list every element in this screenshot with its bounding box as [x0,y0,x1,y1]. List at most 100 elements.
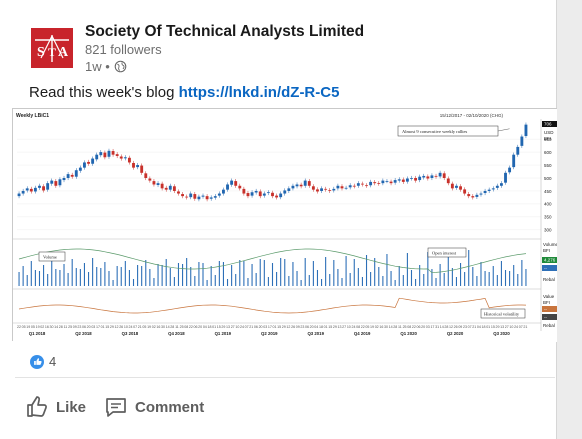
candle-body [29,188,33,192]
y-axis-unit: BFI [544,136,551,141]
candle-body [111,151,115,155]
x-tick-label: 16 [379,325,383,329]
candle-body [222,189,225,194]
candle-body [344,187,348,189]
volume-value: 4,276 [544,258,556,263]
x-tick-label: 05 [22,325,26,329]
candle-body [136,165,140,168]
time-axis: 22 05 19 05 19 02 16 30 14 28 11 25 09 23 06 20 03 17 01 15… [17,325,527,336]
quarter-label: Q2 2019 [261,331,278,336]
x-tick-label: 06 [417,325,421,329]
x-tick-label: 31 [435,325,439,329]
candle-body [291,185,295,189]
candle-body [287,188,291,191]
x-tick-label: 04 [477,325,481,329]
panel-side-labels: Volume BFI 4,276 -- Rebal Value BFI -- -… [542,242,559,328]
company-logo[interactable]: S A T [31,28,73,68]
candle-body [512,154,516,168]
x-tick-label: 21 [249,325,253,329]
blog-link[interactable]: https://lnkd.in/dZ-R-C5 [178,84,340,101]
candle-body [242,188,246,194]
y-tick-label: 550 [544,163,552,168]
x-tick-label: 13 [500,325,504,329]
candle-body [103,152,107,158]
candle-body [66,174,70,178]
x-tick-label: 07 [245,325,249,329]
x-tick-label: 26 [454,325,458,329]
candle-body [405,178,409,182]
candle-body [487,189,491,191]
candle-body [369,181,373,186]
candle-body [217,193,221,196]
annotation-volume-label: Volume [43,255,57,260]
like-button[interactable]: Like [25,392,86,422]
quarter-label: Q2 2020 [447,331,464,336]
open-interest-line [18,248,527,274]
x-tick-label: 29 [221,325,225,329]
comment-button[interactable]: Comment [104,392,204,422]
reaction-summary[interactable]: 4 [30,354,56,369]
x-tick-label: 06 [305,325,309,329]
candle-body [33,187,37,192]
candle-body [397,179,401,181]
x-tick-label: 20 [259,325,263,329]
x-tick-label: 26 [119,325,123,329]
candle-body [361,183,364,185]
candle-body [123,157,127,159]
x-tick-label: 30 [384,325,388,329]
candle-body [336,185,340,189]
candle-body [262,193,266,196]
x-tick-label: 10 [235,325,239,329]
candle-body [422,175,426,178]
y-tick-label: 400 [544,202,552,207]
x-tick-label: 29 [110,325,114,329]
candle-body [438,172,442,177]
x-tick-label: 30 [50,325,54,329]
price-grid [17,138,541,231]
x-tick-label: 02 [375,325,379,329]
x-tick-label: 29 [333,325,337,329]
x-tick-label: 27 [342,325,346,329]
x-tick-label: 22 [412,325,416,329]
x-tick-label: 25 [180,325,184,329]
like-label: Like [56,398,87,416]
x-tick-label: 08 [184,325,188,329]
candle-body [356,183,360,186]
x-tick-label: 13 [338,325,342,329]
candle-body [463,189,467,194]
x-tick-label: 23 [463,325,467,329]
candle-body [193,194,197,199]
x-tick-label: 05 [365,325,369,329]
candle-body [377,183,381,184]
annotation-volatility: Historical volatility [480,308,526,319]
x-tick-label: 19 [370,325,374,329]
x-tick-label: 05 [142,325,146,329]
annotation-volume: Volume [38,251,66,262]
candle-body [275,195,279,198]
x-tick-label: 15 [491,325,495,329]
x-tick-label: 22 [361,325,365,329]
author-name[interactable]: Society Of Technical Analysts Limited [85,23,365,40]
x-tick-label: 12 [286,325,290,329]
x-tick-label: 11 [175,325,179,329]
last-value-label: 706 [544,122,552,127]
candle-body [54,181,58,186]
x-tick-label: 09 [73,325,77,329]
candle-body [516,146,520,155]
x-tick-label: 12 [449,325,453,329]
page-background-strip [557,0,582,439]
annotation-open-interest-label: Open interest [432,251,457,256]
candle-body [385,181,389,182]
x-tick-label: 10 [124,325,128,329]
quarter-label: Q4 2019 [354,331,371,336]
quarter-label: Q3 2018 [122,331,139,336]
candle-body [311,186,315,190]
y-tick-label: 600 [544,150,552,155]
candle-body [365,185,368,187]
annotation-volatility-label: Historical volatility [484,312,520,317]
candle-body [42,186,46,191]
volatility-line [18,297,527,314]
post-text: Read this week's blog [29,84,179,101]
chart-image[interactable]: Weekly LBiC1 15/12/2017 - 02/10/2020 (CH… [12,108,559,342]
